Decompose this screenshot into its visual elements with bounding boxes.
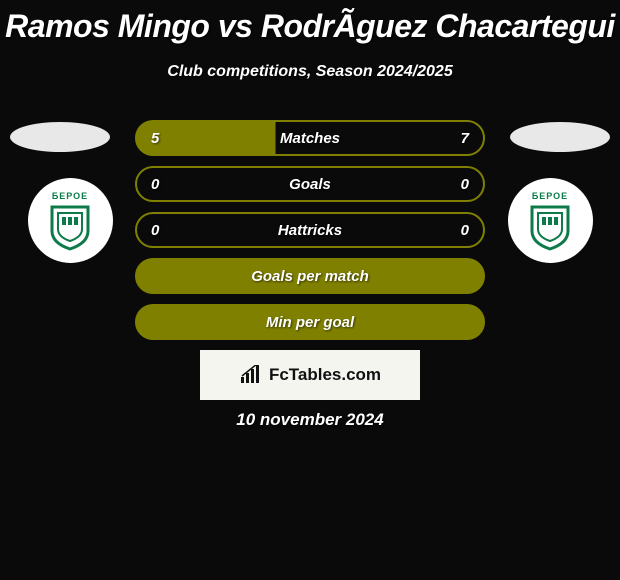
club-badge-right-text: БЕРОЕ: [532, 191, 568, 201]
club-badge-right-circle: БЕРОЕ: [508, 178, 593, 263]
date-text: 10 november 2024: [0, 410, 620, 430]
shield-icon: [528, 203, 572, 251]
stat-row: 0 Hattricks 0: [135, 212, 485, 248]
club-badge-left-circle: БЕРОЕ: [28, 178, 113, 263]
branding-box: FcTables.com: [200, 350, 420, 400]
stat-value-left: 0: [151, 222, 159, 239]
chart-icon: [239, 365, 263, 385]
stat-label: Min per goal: [266, 314, 354, 331]
stat-value-right: 0: [461, 176, 469, 193]
stat-row: 5 Matches 7: [135, 120, 485, 156]
player-left-ellipse: [10, 122, 110, 152]
stat-label: Goals: [289, 176, 331, 193]
stat-value-left: 5: [151, 130, 159, 147]
stat-label: Goals per match: [251, 268, 369, 285]
club-badge-left: БЕРОЕ: [20, 178, 120, 263]
stat-row: Min per goal: [135, 304, 485, 340]
branding-text: FcTables.com: [269, 365, 381, 385]
page-subtitle: Club competitions, Season 2024/2025: [0, 63, 620, 81]
stat-value-left: 0: [151, 176, 159, 193]
club-badge-left-text: БЕРОЕ: [52, 191, 88, 201]
page-title: Ramos Mingo vs RodrÃ­guez Chacartegui: [0, 0, 620, 45]
stats-container: 5 Matches 7 0 Goals 0 0 Hattricks 0 Goals per mat…: [135, 120, 485, 350]
stat-label: Hattricks: [278, 222, 342, 239]
stat-label: Matches: [280, 130, 340, 147]
stat-row: Goals per match: [135, 258, 485, 294]
stat-value-right: 0: [461, 222, 469, 239]
stat-value-right: 7: [461, 130, 469, 147]
shield-icon: [48, 203, 92, 251]
stat-row: 0 Goals 0: [135, 166, 485, 202]
club-badge-right: БЕРОЕ: [500, 178, 600, 263]
player-right-ellipse: [510, 122, 610, 152]
